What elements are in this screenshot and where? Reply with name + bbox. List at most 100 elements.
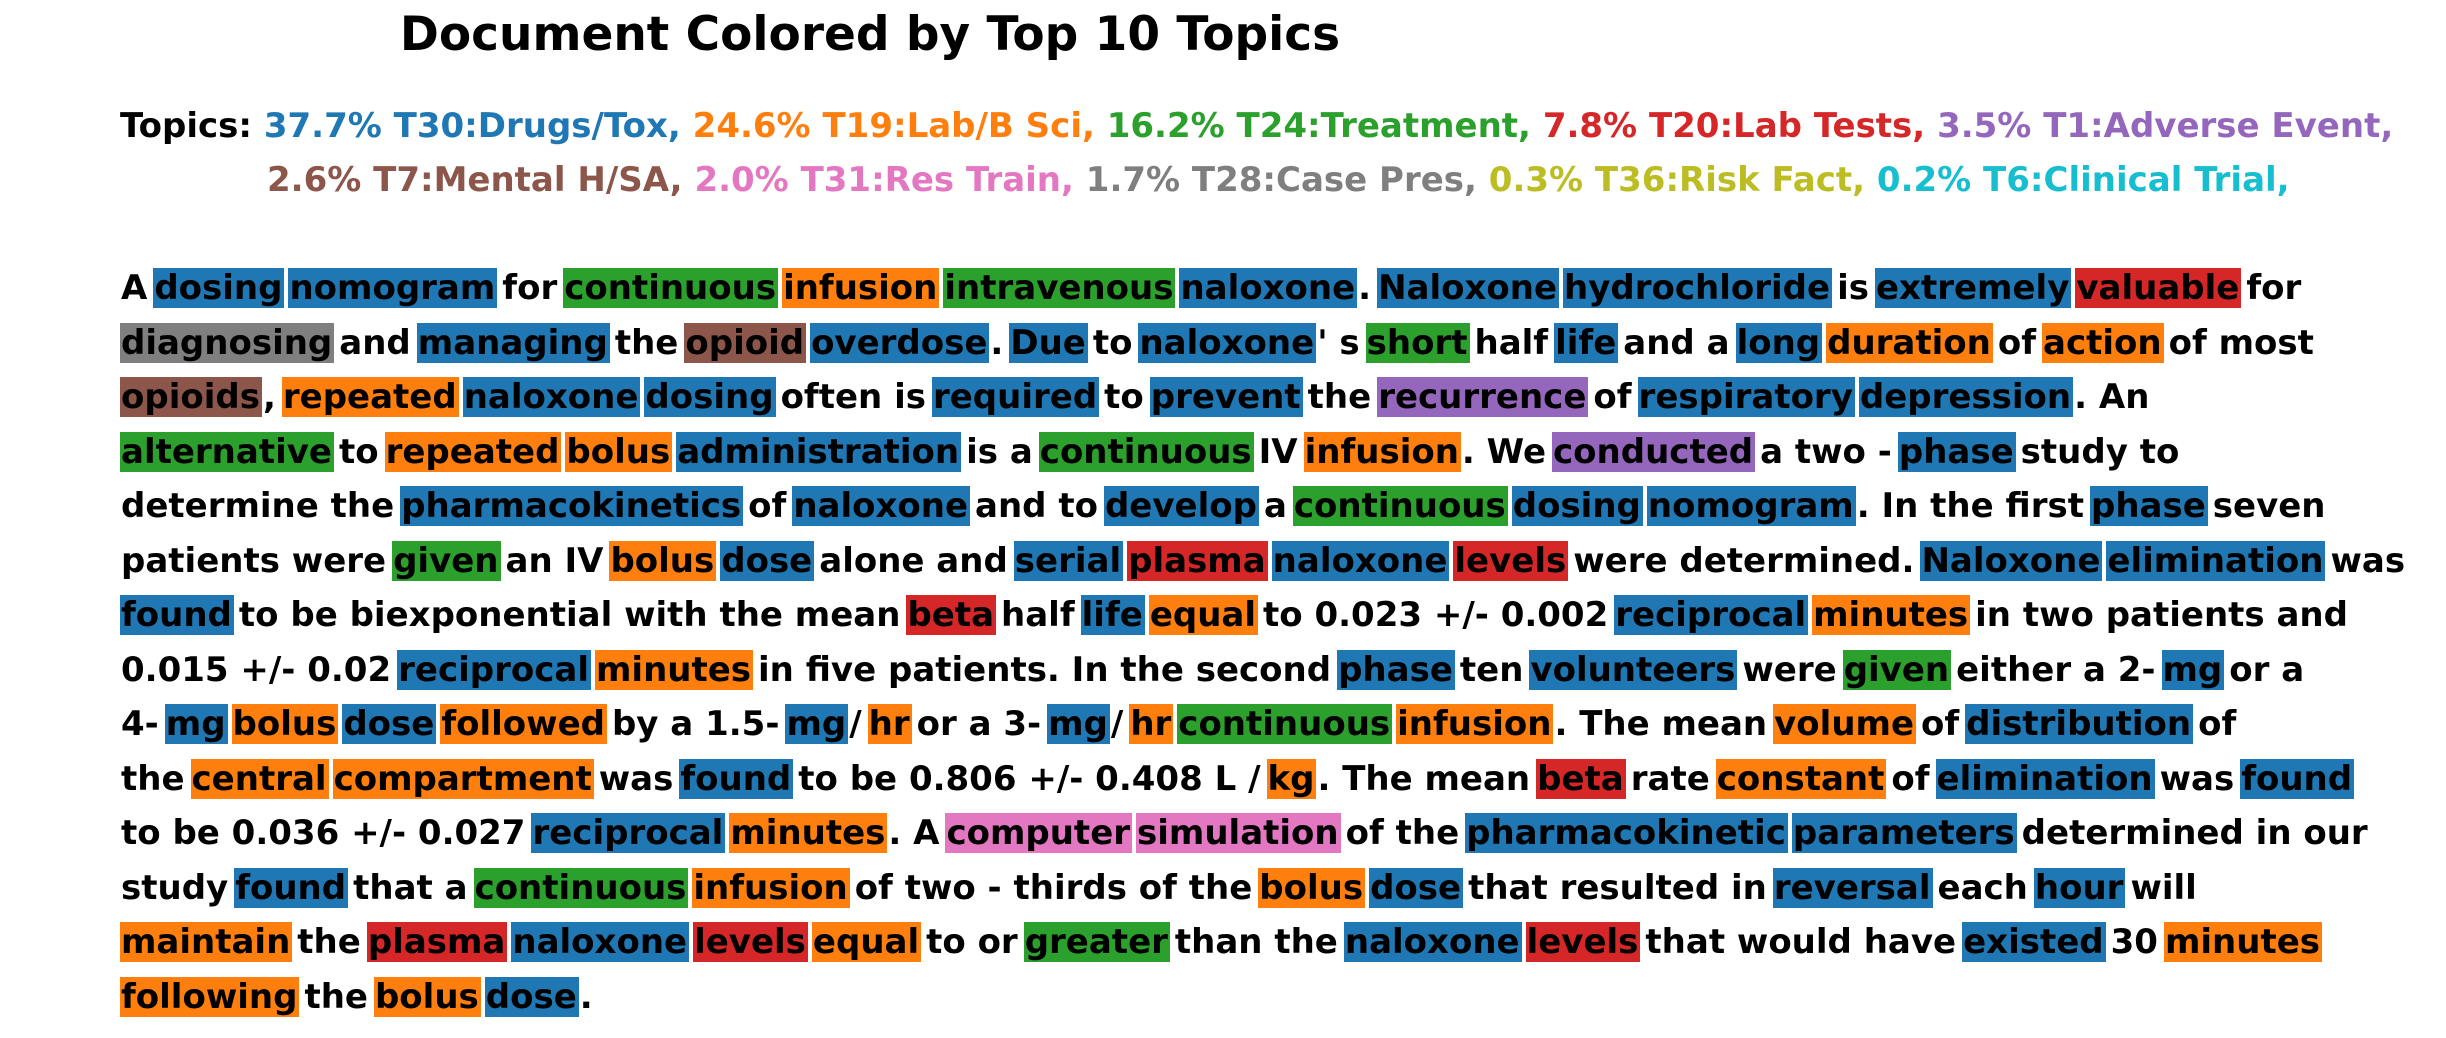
highlighted-word-t20: beta xyxy=(906,595,997,635)
plain-text: and xyxy=(339,322,411,363)
highlighted-word-t30: parameters xyxy=(1791,813,2017,853)
document-line: alternative to repeated bolus administration… xyxy=(120,431,2181,472)
plain-text: of xyxy=(1891,758,1930,799)
plain-text: study xyxy=(121,867,229,908)
document-line: found to be biexponential with the mean be… xyxy=(120,595,2350,635)
highlighted-word-t19: infusion xyxy=(1303,431,1461,472)
highlighted-word-t30: naloxone xyxy=(462,377,641,417)
highlighted-word-t30: pharmacokinetics xyxy=(400,486,744,526)
highlighted-word-t30: reciprocal xyxy=(1614,595,1809,635)
document-line: to be 0.036 +/- 0.027 reciprocal minutes. … xyxy=(120,813,2370,853)
highlighted-word-t30: managing xyxy=(416,322,610,363)
highlighted-word-t1: conducted xyxy=(1552,431,1756,472)
highlighted-word-t19: repeated xyxy=(281,377,459,417)
highlighted-word-t30: mg xyxy=(1047,704,1110,744)
plain-text: of xyxy=(2198,704,2237,744)
legend-entry-t24: 16.2% T24:Treatment, xyxy=(1106,106,1543,146)
plain-text: rate xyxy=(1630,758,1710,799)
document-line: 4- mg bolus dose followed by a 1.5- mg/hr or a … xyxy=(120,704,2238,744)
plain-text: A xyxy=(121,268,148,308)
highlighted-word-t30: mg xyxy=(2161,649,2225,690)
plain-text: the xyxy=(614,322,679,363)
plain-text: . We xyxy=(1461,431,1547,472)
plain-text: the xyxy=(304,976,368,1017)
plain-text: . xyxy=(1358,268,1372,308)
plain-text: to or xyxy=(926,922,1018,962)
plain-text: / xyxy=(849,704,862,744)
plain-text: . xyxy=(579,976,593,1017)
highlighted-word-t19: compartment xyxy=(332,758,594,799)
highlighted-word-t30: reversal xyxy=(1772,867,1933,908)
highlighted-word-t19: infusion xyxy=(1396,704,1554,744)
highlighted-word-t19: hr xyxy=(867,704,912,744)
highlighted-word-t19: infusion xyxy=(782,268,940,308)
highlighted-word-t19: maintain xyxy=(120,922,293,962)
highlighted-word-t30: found xyxy=(679,758,794,799)
highlighted-word-t19: following xyxy=(120,976,300,1017)
document-line: the central compartment was found to be 0.806… xyxy=(120,758,2355,799)
plain-text: of the xyxy=(1345,813,1460,853)
plain-text: or a 3- xyxy=(916,704,1042,744)
legend-entry-t28: 1.7% T28:Case Pres, xyxy=(1085,160,1489,200)
highlighted-word-t30: nomogram xyxy=(288,268,498,308)
highlighted-word-t31: computer xyxy=(945,813,1133,853)
highlighted-word-t19: bolus xyxy=(1258,867,1366,908)
highlighted-word-t19: minutes xyxy=(1812,595,1971,635)
highlighted-word-t30: serial xyxy=(1013,540,1124,581)
highlighted-word-t20: plasma xyxy=(1127,540,1268,581)
highlighted-word-t19: bolus xyxy=(609,540,717,581)
highlighted-word-t30: reciprocal xyxy=(397,649,591,690)
highlighted-word-t30: administration xyxy=(676,431,962,472)
plain-text: of xyxy=(1997,322,2037,363)
highlighted-word-t30: dosing xyxy=(1511,486,1643,526)
highlighted-word-t24: continuous xyxy=(563,268,779,308)
plain-text: is xyxy=(1837,268,1869,308)
highlighted-word-t30: nomogram xyxy=(1646,486,1856,526)
highlighted-word-t30: long xyxy=(1735,322,1823,363)
plain-text: a xyxy=(1263,486,1287,526)
document-line: patients were given an IV bolus dose alone an… xyxy=(120,540,2407,581)
highlighted-word-t30: naloxone xyxy=(511,922,690,962)
highlighted-word-t24: greater xyxy=(1023,922,1170,962)
plain-text: of most xyxy=(2168,322,2314,363)
plain-text: of xyxy=(1921,704,1960,744)
highlighted-word-t30: mg xyxy=(785,704,849,744)
highlighted-word-t20: beta xyxy=(1536,758,1626,799)
highlighted-word-t30: respiratory xyxy=(1637,377,1855,417)
plain-text: often is xyxy=(780,377,926,417)
legend-prefix: Topics: xyxy=(120,106,264,146)
legend-entry-t1: 3.5% T1:Adverse Event, xyxy=(1937,106,2394,146)
plain-text: in five patients. In the second xyxy=(758,649,1332,690)
highlighted-word-t30: phase xyxy=(2089,486,2208,526)
highlighted-word-t30: mg xyxy=(164,704,228,744)
plain-text: was xyxy=(2330,540,2406,581)
highlighted-word-t30: Due xyxy=(1009,322,1088,363)
highlighted-word-t24: continuous xyxy=(473,867,689,908)
highlighted-word-t19: bolus xyxy=(231,704,339,744)
plain-text: 0.015 +/- 0.02 xyxy=(121,649,392,690)
figure-title: Document Colored by Top 10 Topics xyxy=(399,7,1341,62)
highlighted-word-t30: dose xyxy=(720,540,815,581)
plain-text: . A xyxy=(888,813,940,853)
plain-text: study to xyxy=(2020,431,2180,472)
highlighted-word-t24: given xyxy=(392,540,501,581)
plain-text: was xyxy=(2159,758,2235,799)
plain-text: to 0.023 +/- 0.002 xyxy=(1263,595,1609,635)
plain-text: . In the first xyxy=(1856,486,2084,526)
highlighted-word-t24: alternative xyxy=(120,431,334,472)
highlighted-word-t28: diagnosing xyxy=(120,322,335,363)
plain-text: . An xyxy=(2074,377,2150,417)
legend-entry-t36: 0.3% T36:Risk Fact, xyxy=(1488,160,1877,200)
highlighted-word-t30: required xyxy=(931,377,1100,417)
legend-entry-t19: 24.6% T19:Lab/B Sci, xyxy=(692,106,1107,146)
plain-text: . xyxy=(990,322,1004,363)
highlighted-word-t20: levels xyxy=(1525,922,1641,962)
highlighted-word-t1: recurrence xyxy=(1377,377,1589,417)
highlighted-word-t19: duration xyxy=(1826,322,1993,363)
highlighted-word-t30: extremely xyxy=(1874,268,2072,308)
highlighted-word-t19: minutes xyxy=(2163,922,2323,962)
highlighted-word-t30: phase xyxy=(1337,649,1455,690)
highlighted-word-t30: dose xyxy=(1369,867,1464,908)
highlighted-word-t30: existed xyxy=(1962,922,2106,962)
